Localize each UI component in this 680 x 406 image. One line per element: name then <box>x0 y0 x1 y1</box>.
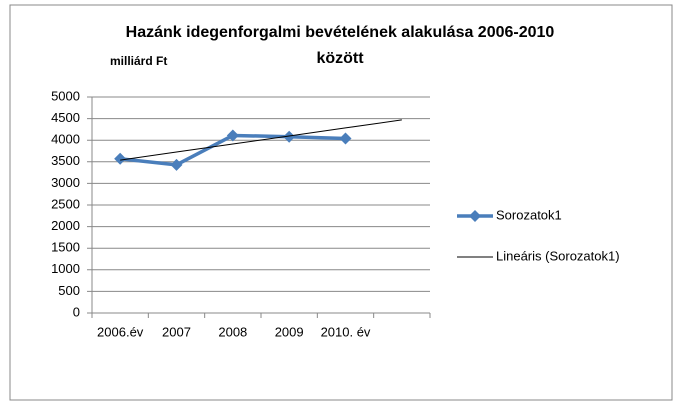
chart-title: között <box>316 50 364 67</box>
point-marker <box>170 158 183 171</box>
point-marker <box>114 152 127 165</box>
y-tick-label: 500 <box>58 283 80 298</box>
legend-label: Lineáris (Sorozatok1) <box>496 248 620 263</box>
x-tick-label: 2010. év <box>321 324 371 339</box>
y-tick-label: 3500 <box>51 153 80 168</box>
y-tick-label: 3000 <box>51 175 80 190</box>
point-marker <box>339 132 352 145</box>
y-tick-label: 0 <box>73 304 80 319</box>
x-tick-label: 2006.év <box>97 324 144 339</box>
x-tick-label: 2009 <box>275 324 304 339</box>
x-tick-label: 2008 <box>218 324 247 339</box>
legend-label: Sorozatok1 <box>496 207 562 222</box>
x-tick-label: 2007 <box>162 324 191 339</box>
y-tick-label: 1500 <box>51 240 80 255</box>
y-tick-label: 1000 <box>51 261 80 276</box>
y-tick-label: 2500 <box>51 196 80 211</box>
y-tick-label: 4000 <box>51 132 80 147</box>
y-axis-label: milliárd Ft <box>110 54 167 68</box>
point-marker <box>226 129 239 142</box>
y-tick-label: 4500 <box>51 110 80 125</box>
chart-frame <box>9 4 673 401</box>
y-tick-label: 5000 <box>51 88 80 103</box>
point-marker <box>283 130 296 143</box>
y-tick-label: 2000 <box>51 218 80 233</box>
chart-title: Hazánk idegenforgalmi bevételének alakul… <box>126 24 555 41</box>
legend-marker <box>469 210 481 222</box>
trend-line <box>120 119 402 161</box>
